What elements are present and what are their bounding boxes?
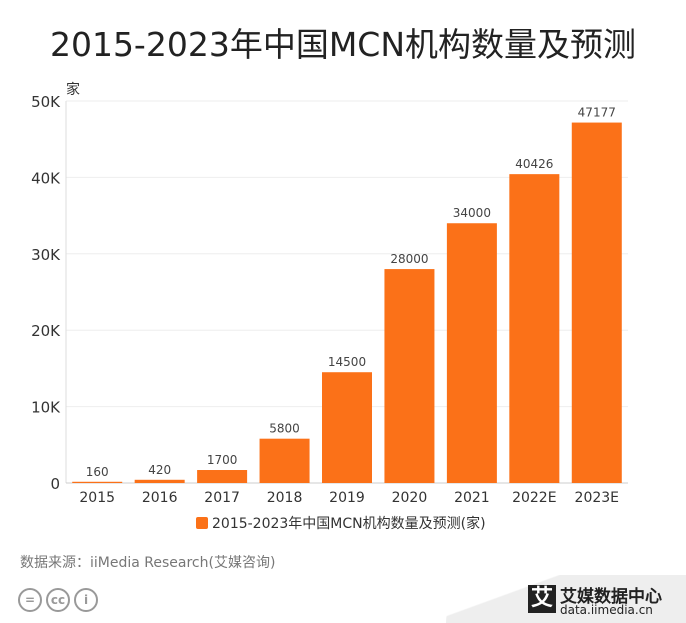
y-tick-label: 10K bbox=[31, 399, 61, 417]
data-label: 47177 bbox=[578, 106, 616, 120]
x-tick-label: 2022E bbox=[512, 490, 556, 506]
bar bbox=[322, 372, 372, 483]
logo: 艾 艾媒数据中心 data.iimedia.cn bbox=[446, 575, 686, 623]
person-icon: i bbox=[74, 588, 98, 612]
legend-label: 2015-2023年中国MCN机构数量及预测(家) bbox=[212, 515, 486, 532]
x-tick-label: 2015 bbox=[79, 490, 115, 506]
data-label: 1700 bbox=[207, 453, 238, 467]
bar bbox=[259, 438, 310, 483]
x-tick-label: 2020 bbox=[392, 490, 428, 506]
data-label: 14500 bbox=[328, 355, 366, 369]
license-icons: = cc i bbox=[18, 588, 98, 612]
x-tick-label: 2016 bbox=[142, 490, 178, 506]
y-tick-label: 0 bbox=[50, 475, 60, 493]
data-label: 34000 bbox=[453, 206, 491, 220]
chart-title: 2015-2023年中国MCN机构数量及预测 bbox=[49, 25, 637, 64]
bar-chart: 0 10K 20K 30K 40K 50K 家 160 2015 420 2016 1700 2017 5… bbox=[31, 81, 628, 532]
cc-icon: cc bbox=[46, 588, 70, 612]
bar bbox=[72, 481, 123, 483]
y-tick-label: 30K bbox=[31, 246, 61, 264]
bar bbox=[509, 174, 560, 483]
bar bbox=[134, 479, 185, 483]
y-tick-label: 20K bbox=[31, 322, 61, 340]
y-axis-label: 家 bbox=[66, 81, 80, 98]
x-tick-label: 2019 bbox=[329, 490, 365, 506]
bar bbox=[197, 470, 248, 483]
data-source: 数据来源：iiMedia Research(艾媒咨询) bbox=[20, 555, 276, 571]
logo-mark: 艾 bbox=[528, 585, 556, 613]
bar bbox=[384, 269, 435, 483]
logo-name: 艾媒数据中心 bbox=[560, 587, 662, 607]
data-label: 420 bbox=[148, 463, 171, 477]
x-tick-label: 2017 bbox=[204, 490, 240, 506]
bar bbox=[446, 223, 497, 484]
y-tick-label: 50K bbox=[31, 93, 61, 111]
data-label: 5800 bbox=[269, 422, 300, 436]
legend-swatch bbox=[196, 517, 208, 529]
x-tick-label: 2018 bbox=[267, 490, 303, 506]
x-tick-label: 2023E bbox=[575, 490, 619, 506]
data-label: 40426 bbox=[515, 157, 553, 171]
logo-url: data.iimedia.cn bbox=[560, 603, 653, 617]
x-tick-label: 2021 bbox=[454, 490, 490, 506]
y-tick-label: 40K bbox=[31, 169, 61, 187]
equals-icon: = bbox=[18, 588, 42, 612]
data-label: 28000 bbox=[390, 252, 428, 266]
data-label: 160 bbox=[86, 465, 109, 479]
bar bbox=[571, 122, 622, 483]
